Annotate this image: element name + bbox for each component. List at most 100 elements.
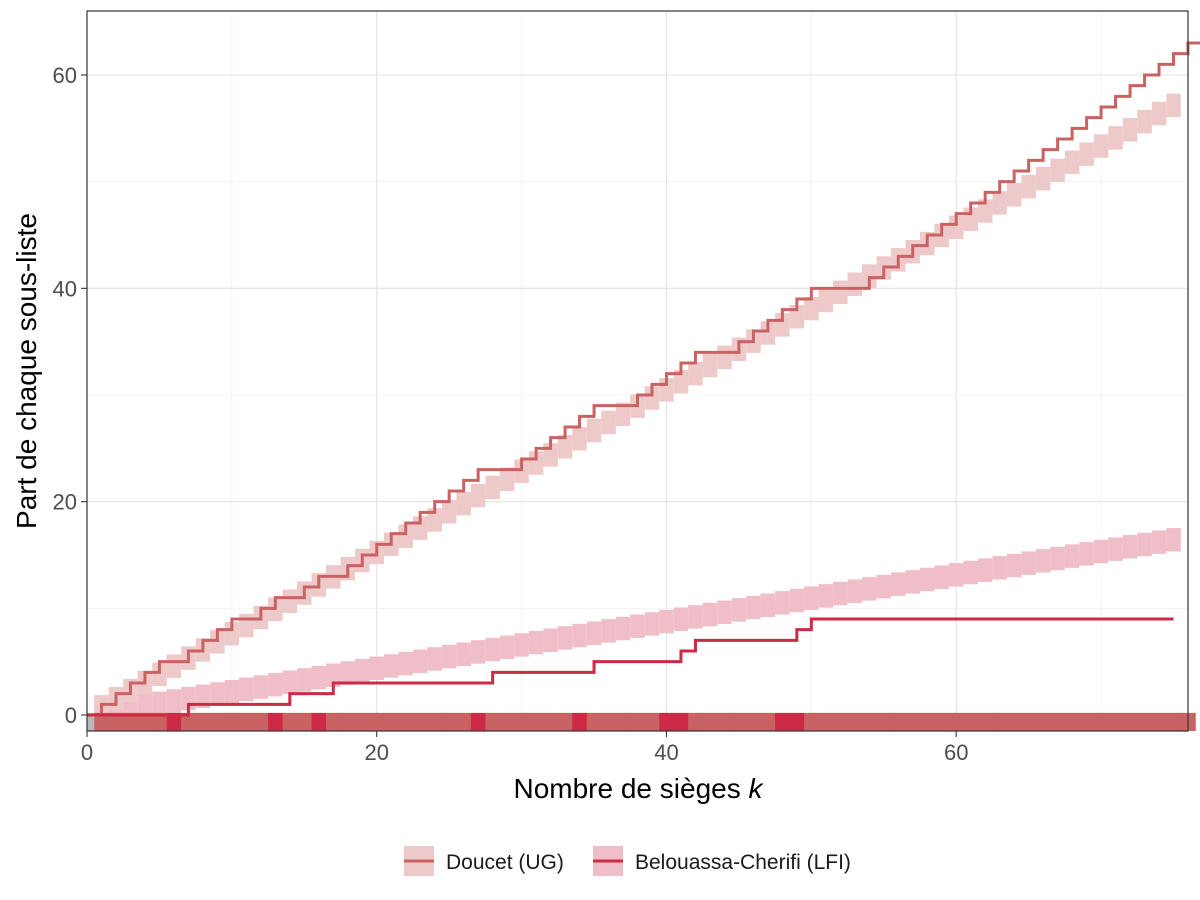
band-segment-lfi [210, 682, 225, 706]
band-segment-doucet [441, 500, 457, 524]
strip-cell-doucet [94, 712, 110, 731]
band-segment-lfi [456, 642, 471, 666]
strip-cell-doucet [630, 712, 646, 731]
legend-label-lfi: Belouassa-Cherifi (LFI) [635, 851, 851, 874]
strip-cell-doucet [934, 712, 950, 731]
series-line-lfi [87, 617, 1174, 717]
strip-cell-doucet [1137, 712, 1153, 731]
band-segment-lfi [963, 560, 978, 585]
band-segment-lfi [601, 619, 616, 643]
x-tick-label: 20 [364, 740, 388, 765]
strip-cell-doucet [818, 712, 834, 731]
strip-cell-doucet [1108, 712, 1124, 731]
legend-label-doucet: Doucet (UG) [446, 851, 564, 874]
band-segment-doucet [586, 418, 602, 443]
band-segment-doucet [601, 410, 616, 435]
band-segment-doucet [992, 191, 1007, 215]
band-segment-lfi [833, 581, 848, 606]
band-segment-lfi [1151, 530, 1167, 554]
strip-cell-doucet [847, 712, 863, 731]
band-segment-doucet [239, 613, 254, 638]
band-segment-doucet [1006, 183, 1022, 207]
band-segment-lfi [239, 677, 254, 702]
band-segment-doucet [804, 296, 819, 321]
y-tick-label: 0 [65, 703, 77, 728]
strip-cell-doucet [152, 712, 168, 731]
band-segment-lfi [615, 616, 631, 641]
strip-cell-doucet [688, 712, 704, 731]
strip-cell-doucet [1035, 712, 1051, 731]
band-segment-lfi [1035, 549, 1051, 573]
band-segment-lfi [572, 623, 587, 648]
band-segment-doucet [456, 491, 471, 516]
band-segment-lfi [137, 693, 153, 718]
band-segment-lfi [499, 635, 515, 659]
strip-cell-doucet [412, 712, 428, 731]
strip-cell-doucet [963, 712, 979, 731]
band-segment-lfi [876, 574, 892, 599]
strip-cell-lfi [659, 712, 675, 731]
band-segment-lfi [224, 679, 240, 704]
strip-cell-doucet [383, 712, 399, 731]
band-segment-lfi [470, 640, 486, 664]
band-segment-doucet [485, 475, 500, 500]
band-segment-lfi [253, 675, 269, 699]
strip-cell-doucet [210, 712, 226, 731]
strip-cell-doucet [601, 712, 617, 731]
band-segment-doucet [688, 361, 703, 386]
band-segment-doucet [499, 467, 515, 492]
band-segment-lfi [891, 572, 906, 596]
strip-cell-doucet [644, 712, 660, 731]
band-segment-lfi [195, 684, 211, 709]
band-segment-lfi [1021, 551, 1036, 575]
strip-cell-doucet [1006, 712, 1022, 731]
strip-cell-doucet [1050, 712, 1066, 731]
x-axis-title: Nombre de sièges k [513, 773, 764, 804]
strip-cell-doucet [195, 712, 211, 731]
y-tick-label: 20 [53, 490, 77, 515]
strip-cell-lfi [673, 712, 689, 731]
band-segment-lfi [340, 661, 356, 685]
strip-cell-doucet [717, 712, 733, 731]
band-segment-lfi [543, 628, 558, 652]
band-segment-doucet [572, 426, 587, 451]
strip-cell-doucet [702, 712, 718, 731]
step-lines [87, 41, 1200, 717]
band-segment-lfi [789, 588, 805, 613]
band-segment-lfi [746, 595, 761, 620]
band-segment-lfi [919, 567, 935, 592]
strip-cell-lfi [775, 712, 791, 731]
band-segment-doucet [528, 451, 544, 475]
band-segment-lfi [1122, 535, 1138, 559]
strip-cell-lfi [311, 712, 327, 731]
strip-cell-lfi [470, 712, 486, 731]
band-segment-doucet [557, 435, 573, 459]
band-segment-doucet [977, 199, 993, 223]
band-segment-doucet [470, 483, 486, 508]
strip-cell-doucet [1122, 712, 1138, 731]
band-segment-doucet [282, 589, 298, 613]
strip-cell-doucet [123, 712, 139, 731]
band-segment-lfi [775, 591, 790, 615]
legend: Doucet (UG) Belouassa-Cherifi (LFI) [404, 846, 851, 876]
strip-cell-doucet [1166, 712, 1182, 731]
strip-cell-doucet [137, 712, 153, 731]
y-axis-title: Part de chaque sous-liste [11, 213, 42, 529]
band-segment-doucet [224, 621, 240, 646]
band-segment-doucet [398, 524, 413, 548]
band-segment-doucet [1035, 166, 1051, 191]
band-segment-lfi [268, 672, 283, 697]
band-segment-doucet [717, 345, 732, 370]
band-segment-lfi [557, 626, 573, 650]
band-segment-lfi [485, 637, 500, 662]
strip-cell-doucet [948, 712, 964, 731]
band-segment-lfi [427, 647, 442, 671]
band-segment-lfi [1108, 537, 1123, 561]
seat-attribution-strip [87, 712, 1196, 731]
band-segment-doucet [1093, 134, 1109, 158]
strip-cell-doucet [760, 712, 776, 731]
strip-cell-doucet [746, 712, 762, 731]
band-segment-doucet [702, 353, 718, 378]
